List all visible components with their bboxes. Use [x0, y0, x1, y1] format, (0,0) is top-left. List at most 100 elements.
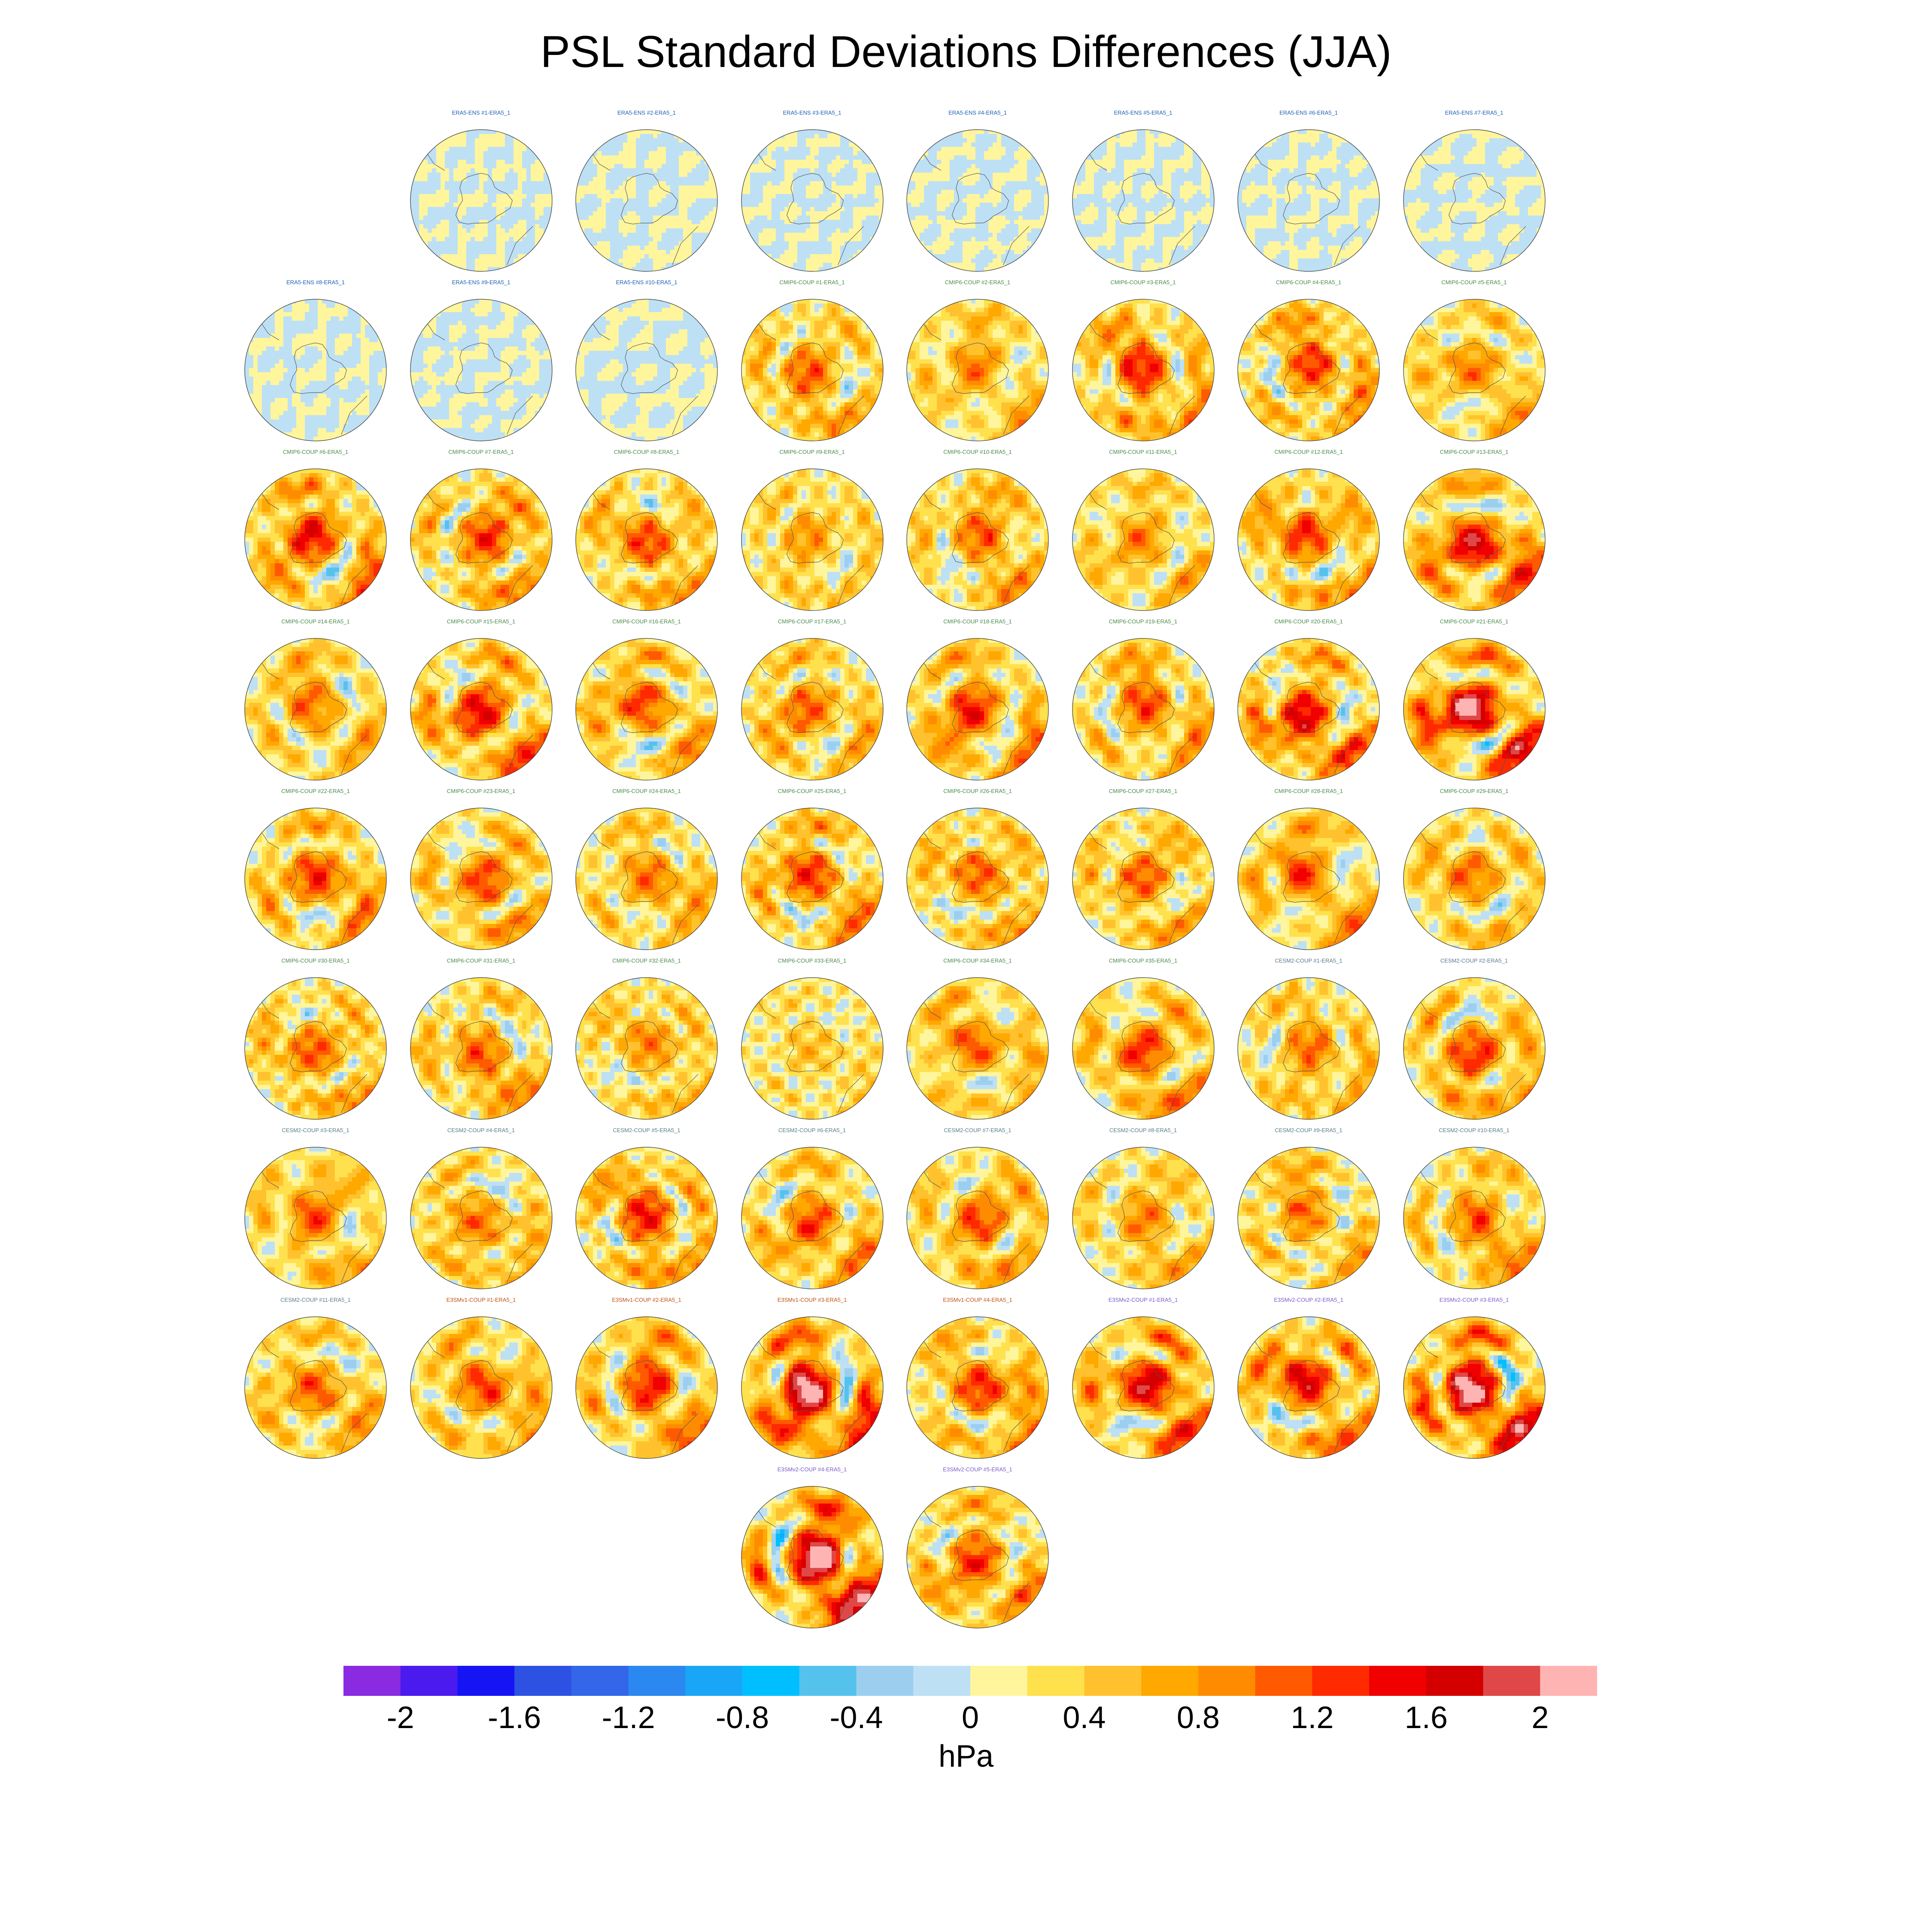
polar-map — [1397, 109, 1552, 281]
figure-title: PSL Standard Deviations Differences (JJA… — [0, 27, 1932, 78]
polar-map — [1066, 279, 1221, 451]
polar-map — [238, 1297, 393, 1468]
polar-map — [735, 1127, 890, 1299]
polar-map — [569, 1297, 724, 1468]
polar-map — [569, 618, 724, 790]
psl-field — [576, 299, 718, 441]
psl-field — [1072, 1317, 1215, 1459]
psl-field — [410, 299, 553, 441]
psl-field — [1403, 469, 1546, 611]
map-panel: ERA5-ENS #9-ERA5_1 — [404, 279, 559, 451]
polar-map — [735, 957, 890, 1129]
psl-field — [1238, 638, 1380, 781]
polar-map — [1066, 957, 1221, 1129]
polar-map — [238, 1127, 393, 1299]
map-panel: CMIP6-COUP #32-ERA5_1 — [569, 957, 724, 1129]
polar-map — [238, 957, 393, 1129]
colorbar-bin — [1540, 1666, 1597, 1696]
psl-field — [1072, 299, 1215, 441]
colorbar-bin — [1027, 1666, 1084, 1696]
polar-map — [900, 788, 1055, 960]
map-panel: ERA5-ENS #5-ERA5_1 — [1066, 109, 1221, 281]
polar-map — [1397, 957, 1552, 1129]
psl-field — [1403, 299, 1546, 441]
psl-field — [741, 638, 884, 781]
map-panel: CMIP6-COUP #12-ERA5_1 — [1231, 449, 1386, 620]
colorbar-bin — [1198, 1666, 1255, 1696]
polar-map — [569, 957, 724, 1129]
polar-map — [735, 788, 890, 960]
map-panel: CMIP6-COUP #1-ERA5_1 — [735, 279, 890, 451]
psl-field — [576, 978, 718, 1120]
map-panel: CMIP6-COUP #27-ERA5_1 — [1066, 788, 1221, 960]
psl-field — [1072, 469, 1215, 611]
psl-field — [1403, 978, 1546, 1120]
polar-map — [1397, 449, 1552, 620]
colorbar-tick-label: -0.4 — [829, 1700, 883, 1735]
polar-map — [1231, 957, 1386, 1129]
polar-map — [404, 618, 559, 790]
colorbar-bin — [1369, 1666, 1426, 1696]
polar-map — [900, 957, 1055, 1129]
map-panel: CMIP6-COUP #34-ERA5_1 — [900, 957, 1055, 1129]
polar-map — [569, 788, 724, 960]
map-panel: CMIP6-COUP #19-ERA5_1 — [1066, 618, 1221, 790]
map-panel: CMIP6-COUP #26-ERA5_1 — [900, 788, 1055, 960]
map-panel: E3SMv1-COUP #1-ERA5_1 — [404, 1297, 559, 1468]
psl-field — [576, 1147, 718, 1289]
colorbar-units: hPa — [0, 1739, 1932, 1774]
polar-map — [900, 1127, 1055, 1299]
polar-map — [1231, 1297, 1386, 1468]
psl-field — [741, 299, 884, 441]
psl-field — [1072, 130, 1215, 272]
map-panel: E3SMv1-COUP #3-ERA5_1 — [735, 1297, 890, 1468]
polar-map — [1397, 279, 1552, 451]
polar-map — [735, 1297, 890, 1468]
map-panel: E3SMv2-COUP #2-ERA5_1 — [1231, 1297, 1386, 1468]
colorbar-bin — [343, 1666, 401, 1696]
map-panel: CMIP6-COUP #10-ERA5_1 — [900, 449, 1055, 620]
psl-field — [245, 299, 387, 441]
polar-map — [238, 279, 393, 451]
psl-field — [741, 1486, 884, 1628]
psl-field — [741, 130, 884, 272]
psl-field — [741, 469, 884, 611]
map-panel: CMIP6-COUP #5-ERA5_1 — [1397, 279, 1552, 451]
psl-field — [907, 299, 1049, 441]
polar-map — [735, 1466, 890, 1638]
polar-map — [404, 1127, 559, 1299]
polar-map — [900, 449, 1055, 620]
map-panel: ERA5-ENS #2-ERA5_1 — [569, 109, 724, 281]
map-panel: E3SMv1-COUP #2-ERA5_1 — [569, 1297, 724, 1468]
map-panel: CMIP6-COUP #20-ERA5_1 — [1231, 618, 1386, 790]
map-panel: CESM2-COUP #3-ERA5_1 — [238, 1127, 393, 1299]
colorbar-bin — [1084, 1666, 1141, 1696]
colorbar-tick-label: 1.6 — [1405, 1700, 1448, 1735]
polar-map — [404, 279, 559, 451]
psl-field — [410, 130, 553, 272]
psl-field — [1238, 978, 1380, 1120]
psl-field — [245, 978, 387, 1120]
polar-map — [1066, 788, 1221, 960]
psl-field — [1238, 1317, 1380, 1459]
map-panel: CMIP6-COUP #4-ERA5_1 — [1231, 279, 1386, 451]
psl-field — [1403, 130, 1546, 272]
map-panel: E3SMv2-COUP #5-ERA5_1 — [900, 1466, 1055, 1638]
psl-field — [1238, 299, 1380, 441]
psl-field — [907, 808, 1049, 950]
psl-field — [741, 808, 884, 950]
colorbar-bin — [857, 1666, 914, 1696]
polar-map — [1231, 1127, 1386, 1299]
map-panel: CESM2-COUP #11-ERA5_1 — [238, 1297, 393, 1468]
map-panel: CESM2-COUP #6-ERA5_1 — [735, 1127, 890, 1299]
psl-field — [410, 978, 553, 1120]
psl-field — [907, 1317, 1049, 1459]
psl-field — [907, 638, 1049, 781]
map-panel: E3SMv2-COUP #1-ERA5_1 — [1066, 1297, 1221, 1468]
map-panel: CMIP6-COUP #24-ERA5_1 — [569, 788, 724, 960]
colorbar-tick-label: 1.2 — [1291, 1700, 1334, 1735]
map-panel: ERA5-ENS #3-ERA5_1 — [735, 109, 890, 281]
psl-field — [410, 469, 553, 611]
colorbar-bin — [913, 1666, 970, 1696]
polar-map — [1231, 788, 1386, 960]
